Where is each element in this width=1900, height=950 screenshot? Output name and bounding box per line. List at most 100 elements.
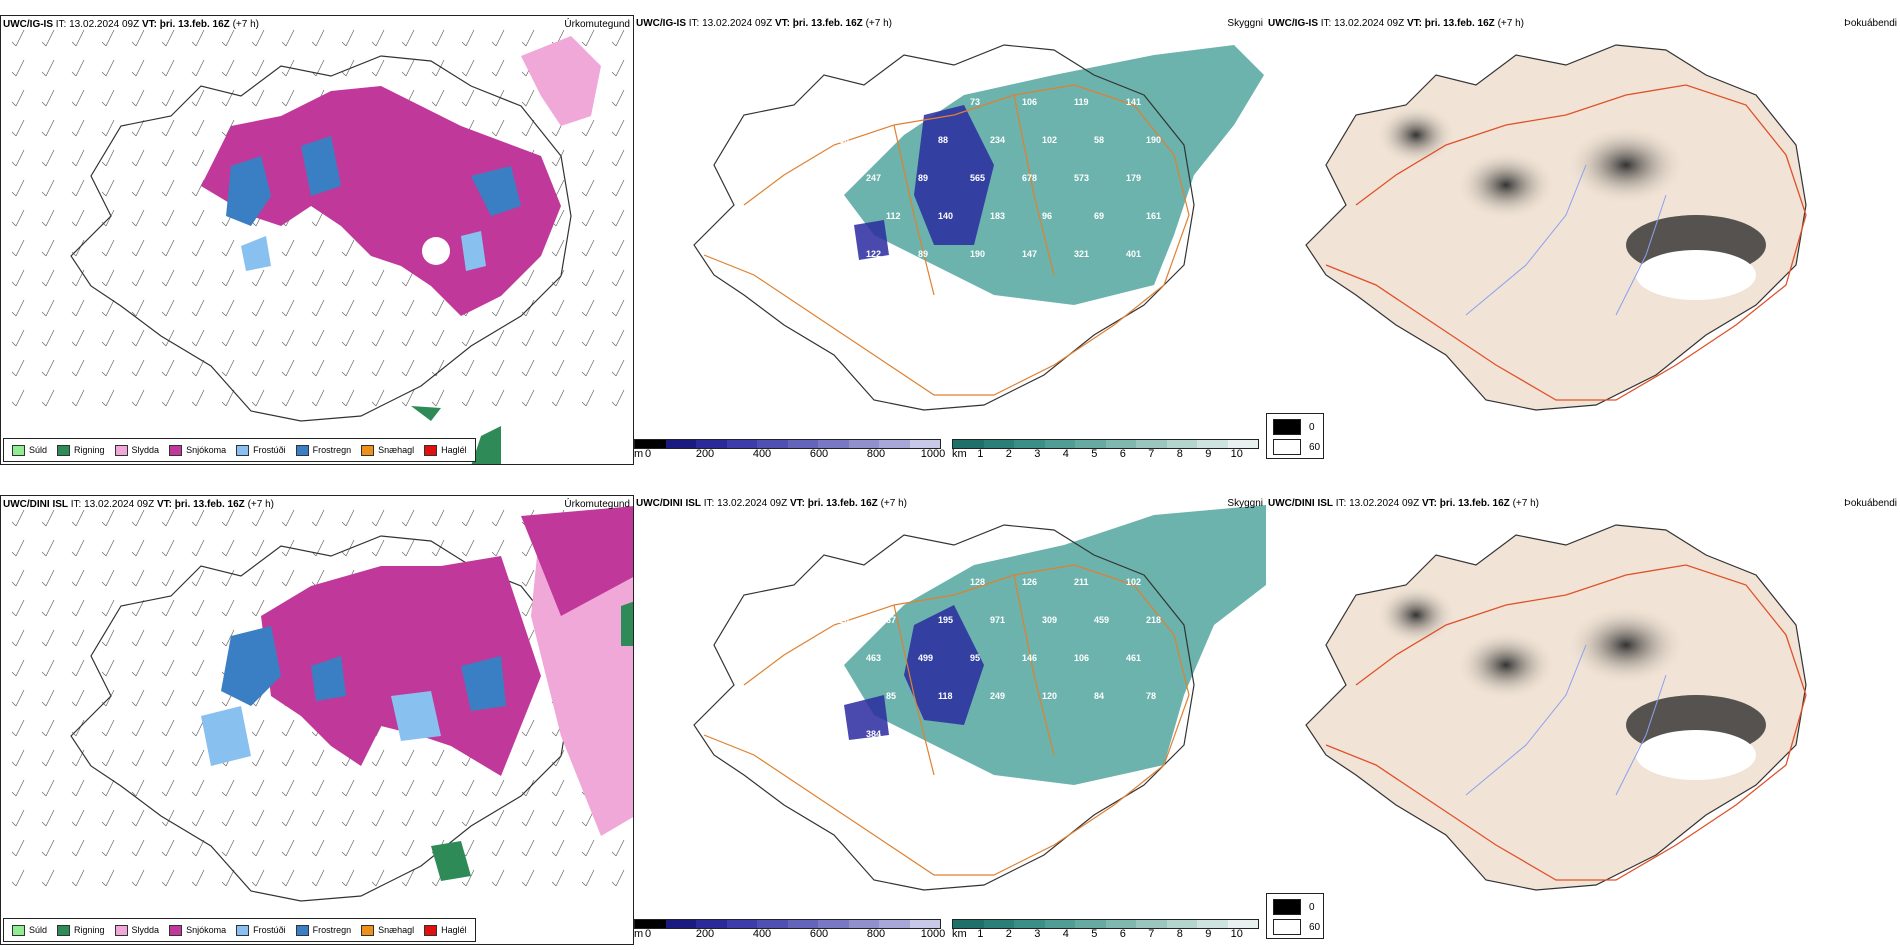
wind-barb <box>431 809 445 827</box>
ceiling-value-label: 84 <box>1094 691 1104 701</box>
wind-barb <box>161 239 175 257</box>
wind-barb <box>551 809 565 827</box>
wind-barb <box>371 329 385 347</box>
wind-barb <box>251 29 265 47</box>
ceiling-value-label: 384 <box>866 729 881 739</box>
wind-barb <box>41 209 55 227</box>
scale-tick-label: 4 <box>1062 448 1069 460</box>
panel-header: UWC/IG-IS IT: 13.02.2024 09Z VT: þri. 13… <box>636 18 892 29</box>
wind-barb <box>401 749 415 767</box>
wind-barb <box>41 719 55 737</box>
ceiling-value-label: 114 <box>866 97 881 107</box>
ceiling-value-label: 159 <box>814 577 829 587</box>
wind-barb <box>431 359 445 377</box>
wind-barb <box>101 209 115 227</box>
vis-legend: 0 60 <box>1266 893 1324 939</box>
wind-barb <box>41 539 55 557</box>
wind-barb <box>71 179 85 197</box>
wind-barb <box>611 59 625 77</box>
wind-barb <box>191 599 205 617</box>
wind-barb <box>311 269 325 287</box>
scale-tick-label: 400 <box>752 448 772 460</box>
wind-barb <box>71 389 85 407</box>
scale-swatch <box>879 920 910 928</box>
ceiling-value-label: 130 <box>834 135 849 145</box>
wind-barb <box>101 689 115 707</box>
wind-barb <box>11 29 25 47</box>
wind-barb <box>131 149 145 167</box>
wind-barb <box>221 29 235 47</box>
wind-barb <box>221 809 235 827</box>
precip-legend: Súld Rigning Slydda Snjókoma Frostúði Fr… <box>3 438 476 462</box>
wind-barb <box>311 869 325 887</box>
wind-barb <box>401 29 415 47</box>
wind-barb <box>101 329 115 347</box>
scale-tick-label: 200 <box>695 448 715 460</box>
legend-item: Frostúði <box>236 444 286 456</box>
wind-barb <box>221 539 235 557</box>
wind-barb <box>131 299 145 317</box>
wind-barb <box>551 269 565 287</box>
wind-barb <box>461 359 475 377</box>
wind-barb <box>551 329 565 347</box>
wind-barb <box>161 269 175 287</box>
ceiling-value-label: 122 <box>866 249 881 259</box>
wind-barb <box>11 89 25 107</box>
wind-barb <box>251 389 265 407</box>
wind-barb <box>161 509 175 527</box>
ceiling-value-label: 78 <box>1146 691 1156 701</box>
wind-barb <box>551 869 565 887</box>
panel-header: UWC/DINI ISL IT: 13.02.2024 09Z VT: þri.… <box>3 499 274 510</box>
wind-barb <box>41 359 55 377</box>
wind-barb <box>611 359 625 377</box>
wind-barb <box>11 149 25 167</box>
wind-barb <box>431 389 445 407</box>
ceiling-value-label: 971 <box>990 615 1005 625</box>
scale-swatch <box>1044 920 1075 928</box>
panel-title: Skyggni <box>1227 18 1263 29</box>
wind-barb <box>521 839 535 857</box>
wind-barb <box>41 569 55 587</box>
wind-barb <box>611 299 625 317</box>
wind-barb <box>191 509 205 527</box>
ceiling-value-label: 247 <box>866 173 881 183</box>
wind-barb <box>491 509 505 527</box>
freezing-drizzle-area <box>241 231 486 271</box>
wind-barb <box>461 539 475 557</box>
wind-barb <box>311 779 325 797</box>
wind-barb <box>161 869 175 887</box>
wind-barb <box>491 299 505 317</box>
wind-barb <box>281 389 295 407</box>
wind-barb <box>251 569 265 587</box>
wind-barb <box>551 749 565 767</box>
wind-barb <box>371 59 385 77</box>
low-cloud-area <box>854 105 994 260</box>
ceiling-value-label: 463 <box>866 653 881 663</box>
legend-swatch <box>57 444 71 456</box>
wind-barb <box>41 629 55 647</box>
scale-tick-label: 2 <box>1005 448 1012 460</box>
legend-swatch <box>236 924 250 936</box>
scale-tick-label: 3 <box>1034 928 1041 940</box>
wind-barb <box>41 149 55 167</box>
wind-barb <box>521 119 535 137</box>
wind-barb <box>131 659 145 677</box>
scale-swatch <box>1197 440 1228 448</box>
wind-barb <box>71 569 85 587</box>
wind-barb <box>71 599 85 617</box>
ceiling-value-label: 102 <box>1126 577 1141 587</box>
legend-swatch <box>295 924 309 936</box>
wind-barb <box>101 509 115 527</box>
panel-title: Þokuábendi <box>1844 18 1897 29</box>
wind-barb <box>71 209 85 227</box>
wind-barb <box>221 269 235 287</box>
wind-barb <box>371 839 385 857</box>
wind-barb <box>101 839 115 857</box>
scale-tick-label: 6 <box>1119 928 1126 940</box>
wind-barb <box>161 149 175 167</box>
wind-barb <box>191 329 205 347</box>
wind-barb <box>41 299 55 317</box>
ceiling-value-label: 89 <box>918 173 928 183</box>
scale-swatch <box>757 920 788 928</box>
wind-barb <box>311 359 325 377</box>
